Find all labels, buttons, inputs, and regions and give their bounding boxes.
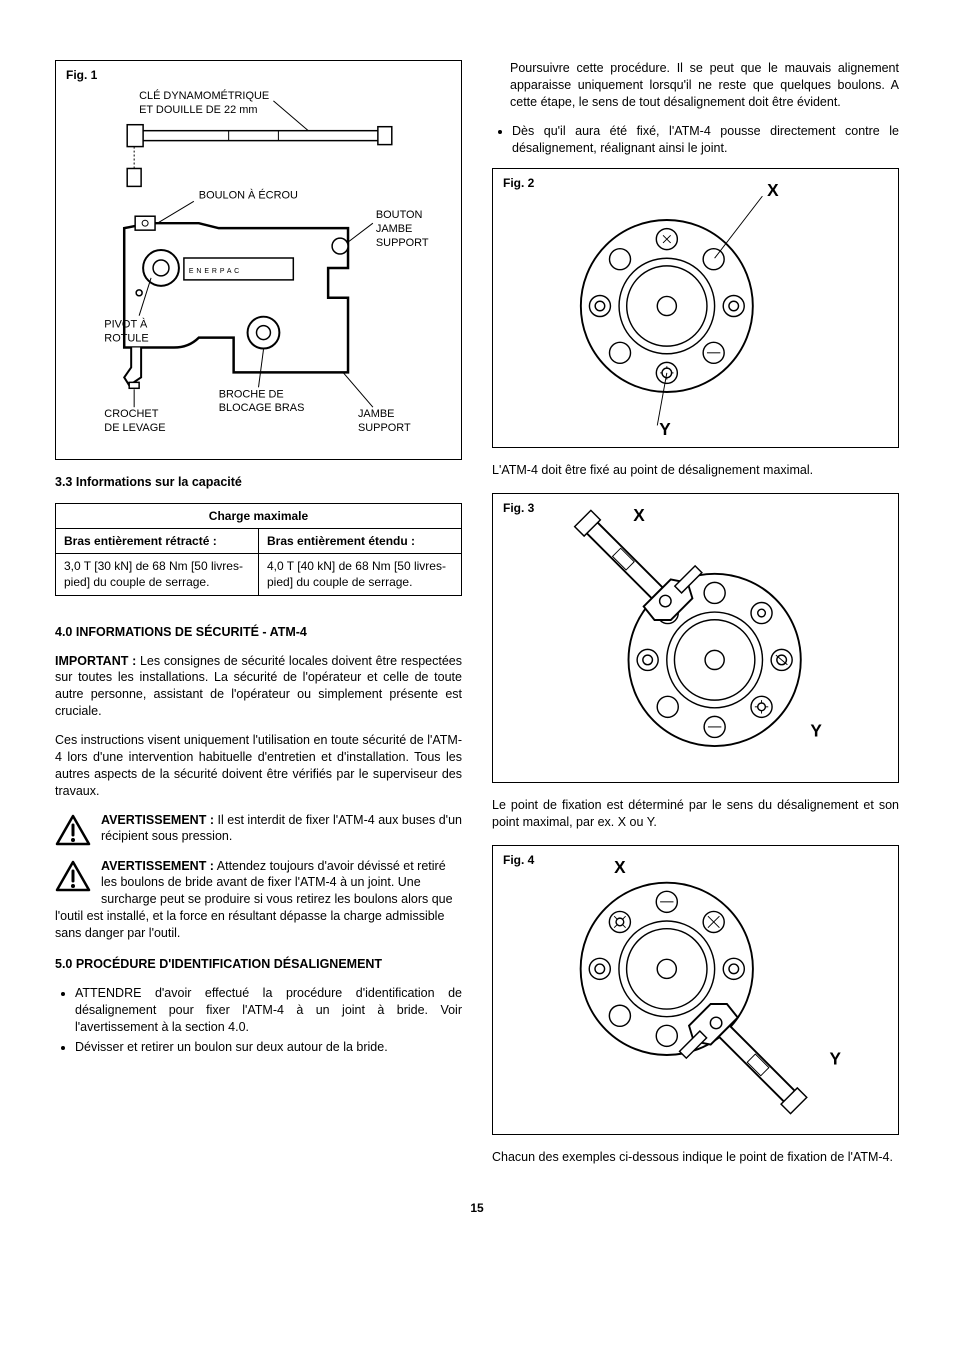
col2-value: 4,0 T [40 kN] de 68 Nm [50 livres-pied] … — [259, 554, 462, 595]
warn2-label: AVERTISSEMENT : — [101, 859, 214, 873]
svg-text:CLÉ DYNAMOMÉTRIQUE: CLÉ DYNAMOMÉTRIQUE — [139, 89, 269, 102]
table-header: Charge maximale — [56, 503, 462, 528]
section-5-heading: 5.0 PROCÉDURE D'IDENTIFICATION DÉSALIGNE… — [55, 956, 462, 973]
svg-text:DE LEVAGE: DE LEVAGE — [104, 422, 165, 434]
fig4-diagram: X Y — [505, 854, 886, 1122]
fig3-label: Fig. 3 — [503, 500, 534, 516]
svg-text:ET DOUILLE DE 22 mm: ET DOUILLE DE 22 mm — [139, 104, 257, 116]
svg-text:Y: Y — [810, 721, 822, 741]
fig1-label: Fig. 1 — [66, 67, 97, 83]
fig4-caption: Chacun des exemples ci-dessous indique l… — [492, 1149, 899, 1166]
page-number: 15 — [55, 1200, 899, 1216]
warning-icon — [55, 814, 91, 846]
svg-text:Y: Y — [659, 419, 671, 435]
svg-text:ROTULE: ROTULE — [104, 333, 148, 345]
section-4-heading: 4.0 INFORMATIONS DE SÉCURITÉ - ATM-4 — [55, 624, 462, 641]
svg-text:PIVOT À: PIVOT À — [104, 318, 148, 331]
important-label: IMPORTANT : — [55, 654, 136, 668]
important-paragraph: IMPORTANT : Les consignes de sécurité lo… — [55, 653, 462, 721]
list-item: ATTENDRE d'avoir effectué la procédure d… — [75, 985, 462, 1036]
col1-value: 3,0 T [30 kN] de 68 Nm [50 livres-pied] … — [56, 554, 259, 595]
list-item: Dès qu'il aura été fixé, l'ATM-4 pousse … — [512, 123, 899, 157]
fig2-caption: L'ATM-4 doit être fixé au point de désal… — [492, 462, 899, 479]
svg-text:X: X — [633, 505, 645, 525]
warning-icon — [55, 860, 91, 892]
col2-header: Bras entièrement étendu : — [259, 529, 462, 554]
figure-2: Fig. 2 — [492, 168, 899, 448]
top-paragraph: Poursuivre cette procédure. Il se peut q… — [492, 60, 899, 111]
svg-text:X: X — [767, 180, 779, 200]
section-5-bullets: ATTENDRE d'avoir effectué la procédure d… — [55, 985, 462, 1057]
svg-text:BLOCAGE BRAS: BLOCAGE BRAS — [219, 402, 305, 414]
fig3-caption: Le point de fixation est déterminé par l… — [492, 797, 899, 831]
fig4-label: Fig. 4 — [503, 852, 534, 868]
svg-text:JAMBE: JAMBE — [376, 223, 412, 235]
svg-text:X: X — [614, 857, 626, 877]
figure-3: Fig. 3 — [492, 493, 899, 783]
svg-text:SUPPORT: SUPPORT — [358, 422, 411, 434]
capacity-table: Charge maximale Bras entièrement rétract… — [55, 503, 462, 596]
svg-text:BROCHE DE: BROCHE DE — [219, 388, 284, 400]
svg-text:SUPPORT: SUPPORT — [376, 237, 429, 249]
list-item: Dévisser et retirer un boulon sur deux a… — [75, 1039, 462, 1056]
svg-text:JAMBE: JAMBE — [358, 408, 394, 420]
fig3-diagram: X Y — [505, 502, 886, 770]
fig1-diagram: CLÉ DYNAMOMÉTRIQUE ET DOUILLE DE 22 mm B… — [68, 69, 449, 447]
warning-2: AVERTISSEMENT : Attendez toujours d'avoi… — [55, 858, 462, 942]
svg-text:BOULON À ÉCROU: BOULON À ÉCROU — [199, 188, 298, 201]
svg-text:Y: Y — [830, 1049, 842, 1069]
warn1-label: AVERTISSEMENT : — [101, 813, 214, 827]
svg-text:BOUTON: BOUTON — [376, 209, 423, 221]
fig2-diagram: X Y — [505, 177, 886, 435]
col1-header: Bras entièrement rétracté : — [56, 529, 259, 554]
figure-1: Fig. 1 CLÉ DYNAMOMÉTRIQUE ET DOUILLE DE … — [55, 60, 462, 460]
figure-4: Fig. 4 — [492, 845, 899, 1135]
warning-1: AVERTISSEMENT : Il est interdit de fixer… — [55, 812, 462, 846]
capacity-heading: 3.3 Informations sur la capacité — [55, 474, 462, 491]
svg-text:E N E R P A C: E N E R P A C — [189, 268, 240, 275]
fig2-label: Fig. 2 — [503, 175, 534, 191]
instructions-paragraph: Ces instructions visent uniquement l'uti… — [55, 732, 462, 800]
svg-text:CROCHET: CROCHET — [104, 408, 158, 420]
top-bullets: Dès qu'il aura été fixé, l'ATM-4 pousse … — [492, 123, 899, 157]
